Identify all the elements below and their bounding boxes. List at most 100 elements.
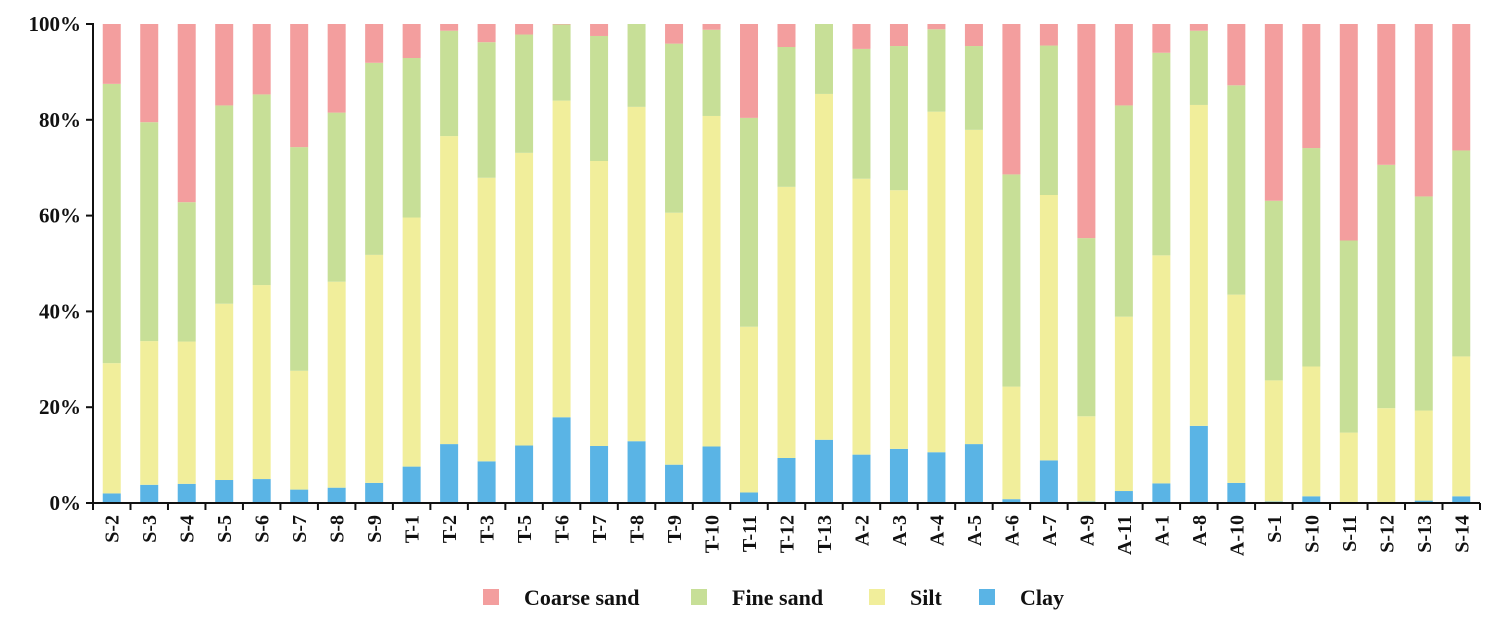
bar-segment-silt-s-7 (290, 370, 309, 490)
bar-segment-coarse-sand-s-5 (215, 24, 234, 106)
legend-label-clay: Clay (1020, 585, 1064, 610)
bar-segment-clay-a-4 (927, 452, 946, 503)
bar-segment-coarse-sand-s-8 (327, 24, 346, 113)
x-axis-ticks: S-2 S-3 S-4 S-5 S-6 S-7 S-8 S-9 T-1 T-2 T-3 T-5 T-6 T… (92, 503, 1481, 556)
bar-segment-fine-sand-a-6 (1002, 174, 1021, 387)
bar-segment-fine-sand-a-2 (852, 48, 871, 179)
bar-segment-coarse-sand-s-6 (252, 24, 271, 95)
bar-segment-clay-s-10 (1302, 496, 1321, 503)
bar-segment-silt-t-5 (515, 152, 534, 446)
bar-segment-coarse-sand-a-4 (927, 24, 946, 30)
bar-segment-silt-t-11 (740, 326, 759, 493)
bar-segment-clay-a-5 (964, 444, 983, 503)
x-tick-label-s-14: S-14 (1451, 515, 1473, 553)
x-tick-label-t-6: T-6 (552, 515, 574, 543)
legend-swatch-clay (979, 589, 995, 605)
bar-segment-fine-sand-a-11 (1114, 105, 1133, 317)
bar-segment-silt-t-10 (702, 115, 721, 447)
bar-segment-silt-s-6 (252, 285, 271, 480)
bar-segment-clay-s-13 (1414, 500, 1433, 503)
bar-segment-fine-sand-t-13 (814, 24, 833, 94)
legend-swatch-silt (869, 589, 885, 605)
x-tick-label-t-5: T-5 (514, 515, 536, 543)
bar-segment-coarse-sand-a-8 (1189, 24, 1208, 31)
bar-segment-clay-s-8 (327, 487, 346, 503)
x-tick-label-s-7: S-7 (289, 515, 311, 543)
bar-segment-coarse-sand-a-5 (964, 24, 983, 47)
bar-segment-silt-a-2 (852, 178, 871, 455)
bar-segment-clay-s-5 (215, 480, 234, 503)
bar-segment-silt-a-11 (1114, 316, 1133, 492)
bar-segment-silt-s-2 (102, 363, 121, 494)
bar-segment-clay-s-4 (177, 483, 196, 503)
bar-segment-clay-s-9 (365, 482, 384, 503)
bar-segment-silt-s-3 (140, 341, 159, 485)
y-tick-label: 80% (39, 108, 81, 132)
x-tick-label-t-8: T-8 (627, 515, 649, 543)
bar-segment-silt-s-13 (1414, 410, 1433, 501)
bar-segment-clay-t-5 (515, 445, 534, 503)
bar-segment-silt-a-8 (1189, 104, 1208, 426)
x-tick-label-s-10: S-10 (1301, 515, 1323, 553)
bar-segment-fine-sand-s-10 (1302, 148, 1321, 367)
bar-segment-silt-s-14 (1452, 356, 1471, 497)
x-tick-label-t-12: T-12 (777, 515, 799, 553)
x-tick-label-a-3: A-3 (889, 515, 911, 546)
legend-label-fine-sand: Fine sand (732, 585, 823, 610)
x-tick-label-s-3: S-3 (139, 515, 161, 543)
bar-segment-clay-t-7 (590, 445, 609, 503)
bar-segment-coarse-sand-t-11 (740, 24, 759, 118)
axes (92, 23, 1480, 504)
bar-segment-coarse-sand-s-1 (1264, 24, 1283, 201)
bar-segment-fine-sand-t-10 (702, 29, 721, 116)
x-tick-label-s-8: S-8 (327, 515, 349, 543)
bar-segment-clay-t-10 (702, 446, 721, 503)
bar-segment-clay-a-1 (1152, 483, 1171, 503)
bar-segment-silt-s-11 (1339, 432, 1358, 503)
legend: Coarse sand Fine sand Silt Clay (483, 585, 1064, 610)
bar-segment-coarse-sand-a-11 (1114, 24, 1133, 106)
bars (102, 24, 1471, 503)
bar-segment-coarse-sand-s-14 (1452, 24, 1471, 151)
bar-segment-clay-s-2 (102, 493, 121, 503)
bar-segment-coarse-sand-t-5 (515, 24, 534, 35)
bar-segment-clay-s-3 (140, 484, 159, 503)
x-tick-label-s-6: S-6 (252, 515, 274, 543)
bar-segment-fine-sand-a-8 (1189, 30, 1208, 105)
bar-segment-clay-s-14 (1452, 496, 1471, 503)
bar-segment-silt-s-10 (1302, 366, 1321, 497)
y-tick-label: 40% (39, 299, 81, 323)
x-tick-label-s-2: S-2 (102, 515, 124, 543)
bar-segment-fine-sand-s-2 (102, 83, 121, 364)
bar-segment-fine-sand-t-1 (402, 58, 421, 218)
y-axis-ticks: 0% 20% 40% 60% 80% 100% (29, 12, 93, 515)
bar-segment-fine-sand-s-14 (1452, 150, 1471, 357)
bar-segment-silt-a-7 (1039, 195, 1058, 461)
bar-segment-silt-s-5 (215, 303, 234, 481)
x-tick-label-a-2: A-2 (851, 515, 873, 546)
bar-segment-coarse-sand-a-2 (852, 24, 871, 49)
legend-label-coarse-sand: Coarse sand (524, 585, 640, 610)
bar-segment-silt-t-13 (814, 93, 833, 440)
bar-segment-fine-sand-s-8 (327, 112, 346, 282)
bar-segment-fine-sand-s-12 (1377, 164, 1396, 409)
x-tick-label-a-6: A-6 (1001, 515, 1023, 546)
y-tick-label: 100% (29, 12, 82, 36)
bar-segment-clay-a-8 (1189, 425, 1208, 503)
x-tick-label-t-9: T-9 (664, 515, 686, 543)
x-tick-label-a-10: A-10 (1226, 515, 1248, 556)
bar-segment-fine-sand-a-9 (1077, 238, 1096, 417)
bar-segment-fine-sand-t-6 (552, 24, 571, 101)
bar-segment-clay-t-12 (777, 457, 796, 503)
x-tick-label-s-9: S-9 (364, 515, 386, 543)
bar-segment-clay-a-11 (1114, 491, 1133, 503)
x-tick-label-s-11: S-11 (1339, 515, 1361, 552)
bar-segment-coarse-sand-t-9 (665, 24, 684, 44)
bar-segment-coarse-sand-s-11 (1339, 24, 1358, 241)
y-tick-label: 0% (50, 491, 82, 515)
x-tick-label-s-13: S-13 (1414, 515, 1436, 553)
bar-segment-silt-a-5 (964, 129, 983, 445)
x-tick-label-a-7: A-7 (1039, 515, 1061, 546)
legend-label-silt: Silt (910, 585, 942, 610)
bar-segment-silt-a-1 (1152, 255, 1171, 484)
